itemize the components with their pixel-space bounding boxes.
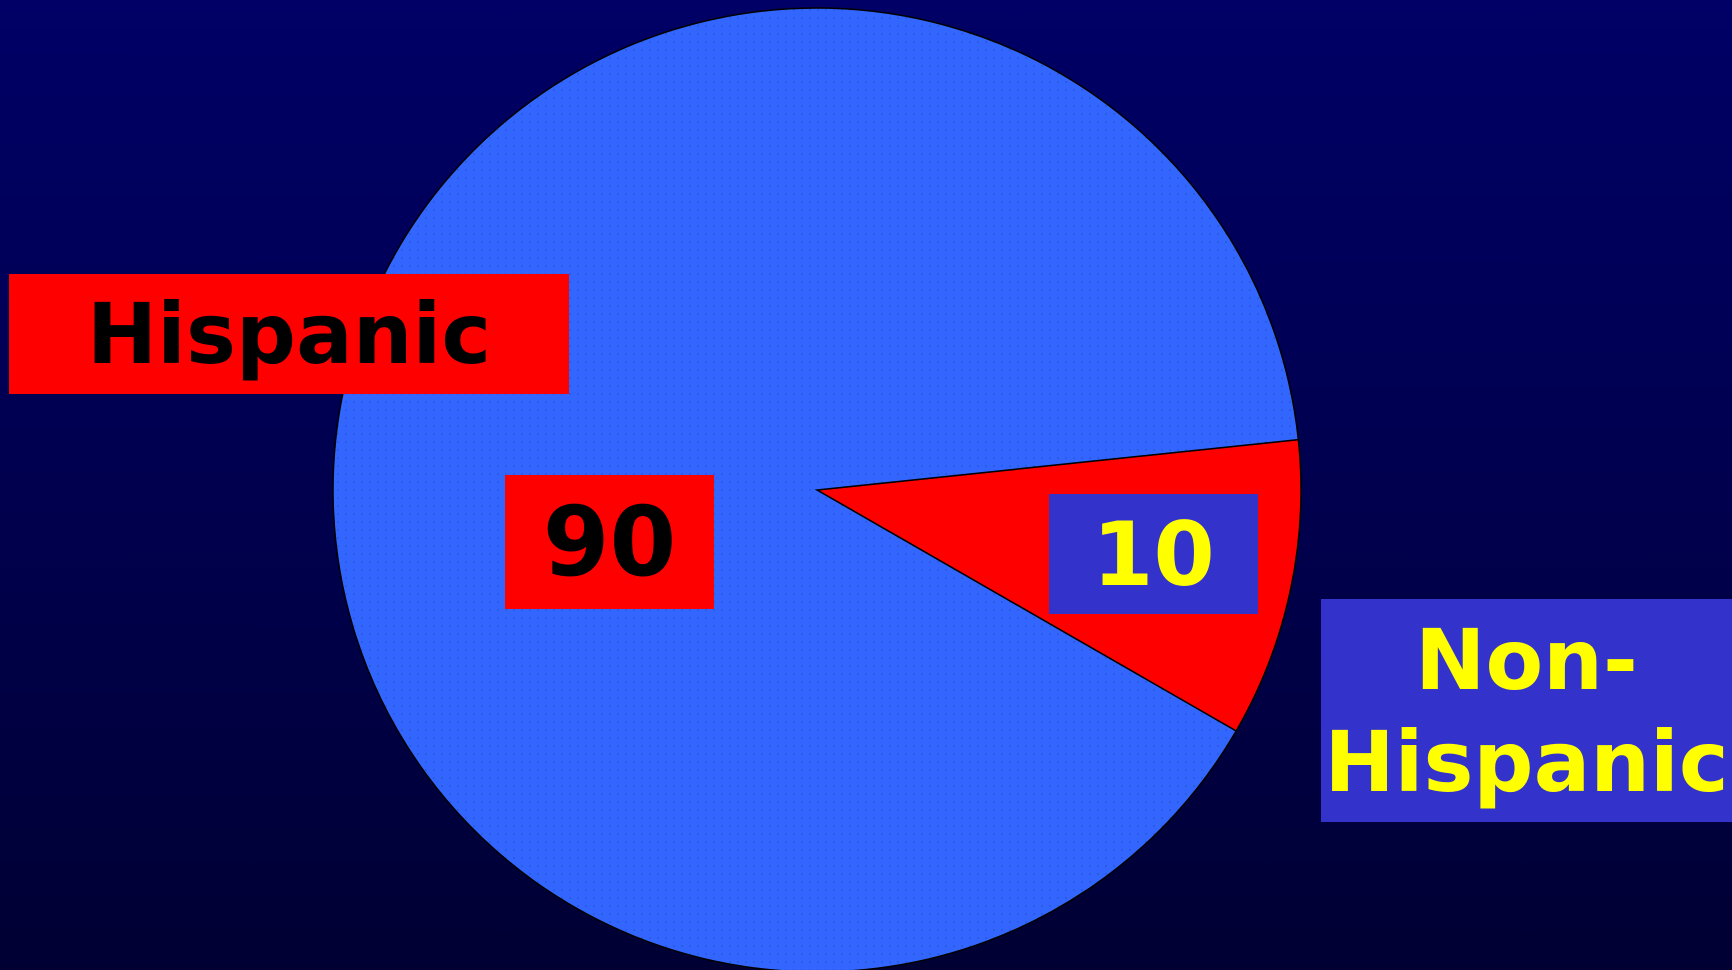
hispanic-value-label: 90 <box>505 475 714 609</box>
hispanic-category-label: Hispanic <box>9 274 569 394</box>
pie-slice-hispanic-texture <box>333 8 1299 970</box>
pie-slices <box>332 7 1302 970</box>
non-hispanic-value-label: 10 <box>1049 494 1258 614</box>
non-hispanic-category-label: Non- Hispanic <box>1321 599 1732 822</box>
